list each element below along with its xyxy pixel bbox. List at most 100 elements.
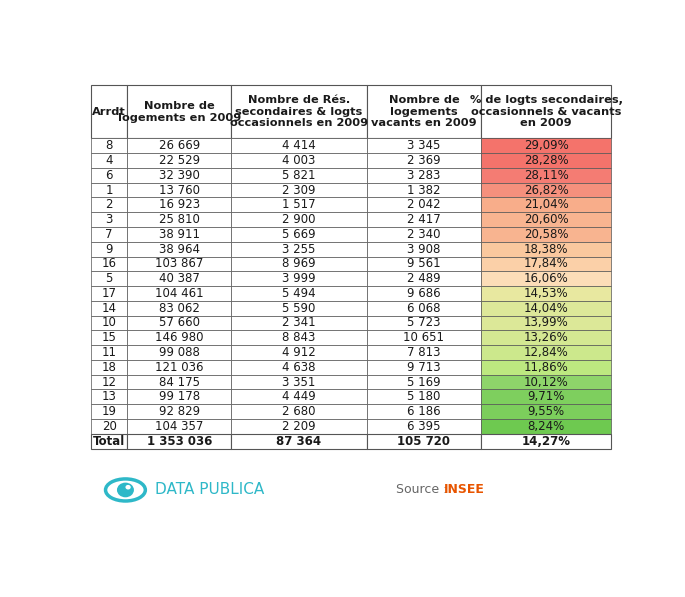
Bar — [481, 389, 611, 404]
Bar — [481, 212, 611, 227]
Bar — [91, 330, 127, 345]
Text: 5 494: 5 494 — [282, 287, 316, 300]
Bar — [232, 139, 366, 153]
Text: 16: 16 — [101, 257, 116, 270]
Bar — [481, 345, 611, 360]
Text: 2 042: 2 042 — [407, 198, 440, 211]
Text: 2 417: 2 417 — [407, 213, 440, 226]
Bar — [232, 434, 366, 448]
Text: 4: 4 — [105, 154, 113, 167]
Bar — [366, 183, 481, 198]
Bar — [232, 404, 366, 419]
Text: 1 353 036: 1 353 036 — [147, 435, 212, 448]
Bar — [91, 345, 127, 360]
Bar — [232, 227, 366, 242]
Text: 13,26%: 13,26% — [524, 331, 569, 344]
Text: 3 255: 3 255 — [282, 242, 316, 256]
Bar — [91, 139, 127, 153]
Bar — [481, 242, 611, 257]
Bar — [366, 316, 481, 330]
Bar — [481, 375, 611, 389]
Bar — [481, 316, 611, 330]
Bar — [127, 316, 232, 330]
Bar — [232, 198, 366, 212]
Bar — [91, 316, 127, 330]
Bar — [366, 301, 481, 316]
Circle shape — [125, 485, 131, 490]
Text: 32 390: 32 390 — [159, 169, 200, 181]
Bar — [91, 389, 127, 404]
Bar — [232, 286, 366, 301]
Text: 3 908: 3 908 — [407, 242, 440, 256]
Bar — [127, 85, 232, 139]
Bar — [91, 375, 127, 389]
Text: 2 900: 2 900 — [282, 213, 316, 226]
Bar — [232, 168, 366, 183]
Bar — [127, 301, 232, 316]
Text: 1 517: 1 517 — [282, 198, 316, 211]
Text: 3 999: 3 999 — [282, 272, 316, 285]
Bar — [232, 271, 366, 286]
Bar — [232, 212, 366, 227]
Text: 26,82%: 26,82% — [524, 183, 569, 196]
Text: 2 309: 2 309 — [282, 183, 316, 196]
Text: 28,28%: 28,28% — [524, 154, 569, 167]
Text: 2 341: 2 341 — [282, 316, 316, 330]
Bar — [481, 153, 611, 168]
Bar — [366, 198, 481, 212]
Text: 8 843: 8 843 — [282, 331, 316, 344]
Bar — [91, 198, 127, 212]
Bar — [366, 257, 481, 271]
Text: 20,58%: 20,58% — [524, 228, 569, 241]
Text: 5 169: 5 169 — [407, 376, 440, 389]
Text: 99 178: 99 178 — [159, 390, 200, 404]
Text: 2 369: 2 369 — [407, 154, 440, 167]
Text: 4 003: 4 003 — [282, 154, 316, 167]
Text: 57 660: 57 660 — [159, 316, 200, 330]
Circle shape — [117, 482, 134, 497]
Text: 2 340: 2 340 — [407, 228, 440, 241]
Bar — [127, 271, 232, 286]
Text: 29,09%: 29,09% — [524, 139, 569, 152]
Text: 4 638: 4 638 — [282, 361, 316, 374]
Text: 5 180: 5 180 — [407, 390, 440, 404]
Text: 17,84%: 17,84% — [524, 257, 569, 270]
Bar — [127, 227, 232, 242]
Text: 8: 8 — [105, 139, 113, 152]
Bar — [91, 286, 127, 301]
Bar — [366, 271, 481, 286]
Bar — [366, 153, 481, 168]
Text: 9: 9 — [105, 242, 113, 256]
Bar — [366, 139, 481, 153]
Bar — [366, 242, 481, 257]
Bar — [481, 183, 611, 198]
Bar — [127, 257, 232, 271]
Text: INSEE: INSEE — [444, 484, 485, 497]
Bar — [91, 404, 127, 419]
Text: 2: 2 — [105, 198, 113, 211]
Bar — [481, 198, 611, 212]
Text: 18,38%: 18,38% — [524, 242, 569, 256]
Bar — [91, 183, 127, 198]
Text: 14: 14 — [101, 301, 116, 315]
Bar — [91, 85, 127, 139]
Text: 146 980: 146 980 — [155, 331, 203, 344]
Bar — [232, 257, 366, 271]
Text: Nombre de Rés.
secondaires & logts
occasionnels en 2009: Nombre de Rés. secondaires & logts occas… — [230, 96, 368, 128]
Bar — [127, 139, 232, 153]
Bar — [481, 301, 611, 316]
Bar — [232, 330, 366, 345]
Text: 3 283: 3 283 — [407, 169, 440, 181]
Bar — [127, 168, 232, 183]
Text: Total: Total — [93, 435, 125, 448]
Bar — [232, 85, 366, 139]
Text: 14,04%: 14,04% — [524, 301, 569, 315]
Text: 1: 1 — [105, 183, 113, 196]
Text: 4 912: 4 912 — [282, 346, 316, 359]
Bar — [366, 212, 481, 227]
Text: Nombre de
logements en 2009: Nombre de logements en 2009 — [118, 101, 241, 122]
Bar — [481, 360, 611, 375]
Bar — [127, 419, 232, 434]
Bar — [127, 330, 232, 345]
Text: 14,27%: 14,27% — [522, 435, 571, 448]
